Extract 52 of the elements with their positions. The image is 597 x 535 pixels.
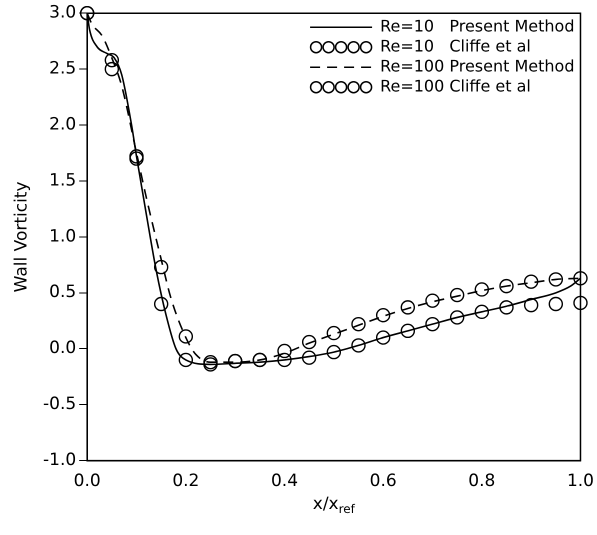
point — [425, 316, 440, 332]
point — [326, 326, 342, 340]
point — [104, 62, 120, 76]
x-tick-label: 0.4 — [270, 471, 298, 492]
point — [499, 300, 514, 315]
point — [154, 260, 168, 274]
point — [154, 296, 168, 312]
point — [178, 352, 194, 368]
point — [450, 310, 464, 325]
legend-label: Re=100 Present Method — [380, 56, 574, 76]
point — [474, 304, 490, 320]
point — [302, 350, 316, 365]
x-tick-label: 0.2 — [172, 471, 200, 492]
point — [474, 282, 490, 297]
y-tick-label: 0.5 — [49, 282, 76, 302]
point — [425, 293, 440, 308]
point — [104, 52, 120, 68]
point — [351, 316, 366, 332]
point — [400, 324, 416, 338]
point — [376, 330, 390, 345]
y-axis-title: Wall Vorticity — [11, 181, 32, 292]
point — [178, 329, 194, 344]
point — [400, 300, 416, 315]
y-tick-label: -1.0 — [43, 450, 76, 470]
point — [548, 272, 564, 287]
y-tick-label: 2.5 — [49, 58, 76, 79]
point — [302, 334, 316, 350]
point — [573, 271, 588, 286]
point — [499, 278, 514, 294]
legend-label: Re=100 Cliffe et al — [380, 76, 531, 96]
point — [277, 352, 292, 368]
point — [573, 296, 588, 310]
point — [376, 308, 390, 322]
y-tick-label: 2.0 — [49, 114, 76, 134]
y-tick-label: 0.0 — [49, 338, 76, 358]
y-tick-label: 3.0 — [49, 2, 76, 23]
point — [277, 344, 292, 358]
point — [326, 344, 342, 360]
point — [351, 338, 366, 353]
point — [524, 274, 538, 289]
x-tick-label: 0.6 — [370, 471, 397, 492]
point — [524, 298, 538, 312]
point — [548, 296, 564, 312]
x-tick-label: 0.0 — [74, 471, 101, 492]
x-tick-label: 1.0 — [566, 471, 594, 492]
legend-label: Re=10 Present Method — [380, 16, 574, 36]
x-tick-label: 0.8 — [468, 471, 496, 492]
point — [450, 288, 464, 302]
y-tick-label: 1.0 — [49, 226, 76, 246]
y-tick-label: -0.5 — [43, 394, 76, 414]
legend-label: Re=10 Cliffe et al — [380, 36, 531, 56]
y-tick-label: 1.5 — [49, 170, 76, 190]
